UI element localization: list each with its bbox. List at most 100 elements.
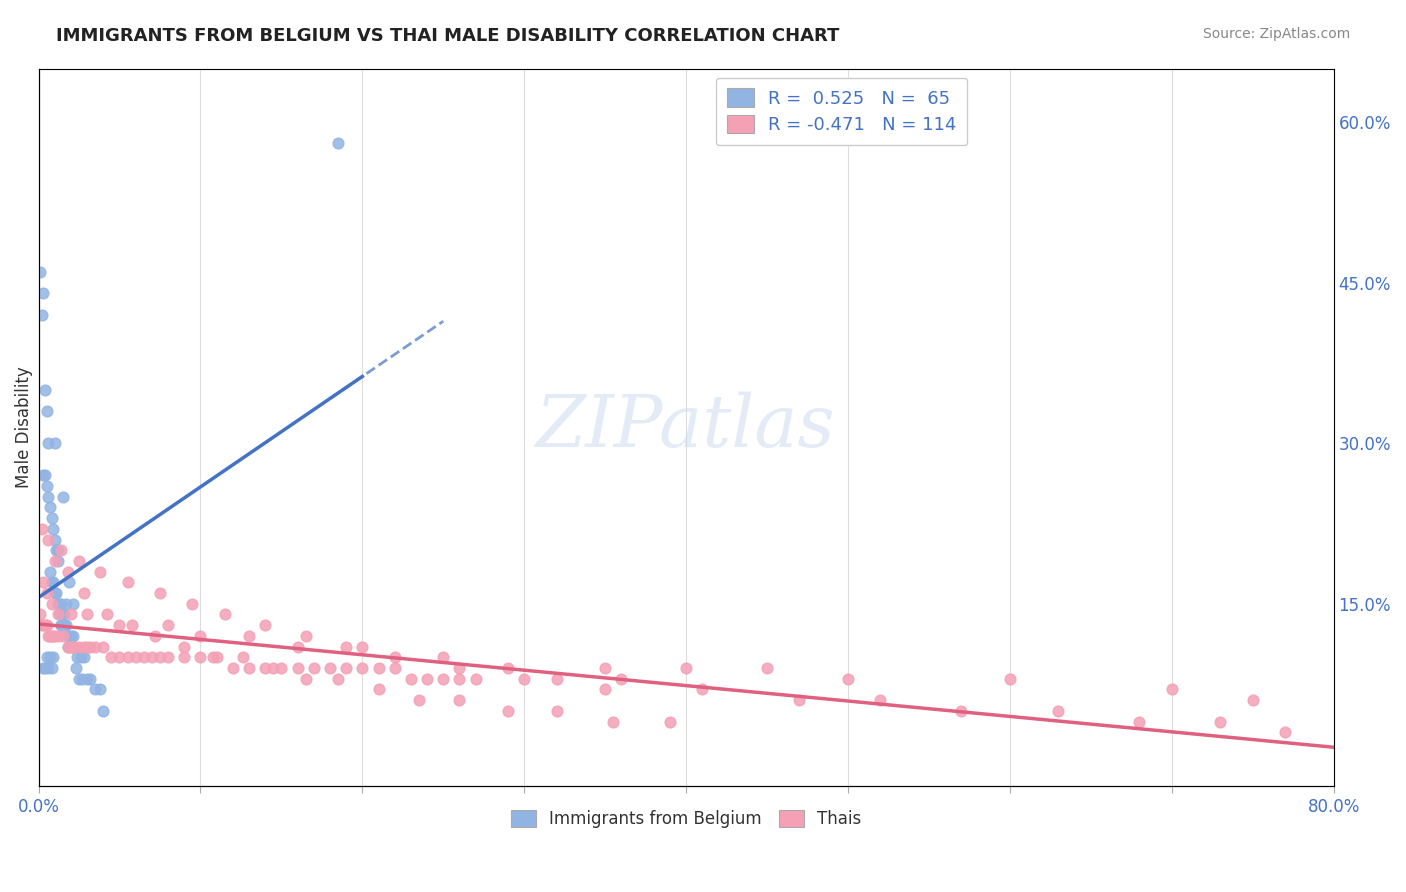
Point [67,554,90,568]
Point [91,704,114,718]
Point [31,522,53,536]
Point [46,543,69,558]
Point [513,672,536,686]
Point [238,629,260,643]
Point [1160,682,1182,697]
Point [59,629,82,643]
Point [287,661,309,675]
Point [432,672,454,686]
Point [352,661,374,675]
Point [44,586,66,600]
Point [52,607,75,622]
Point [66,650,89,665]
Point [56,565,79,579]
Point [44,436,66,450]
Point [108,618,131,632]
Point [690,682,713,697]
Point [79,640,101,654]
Point [238,661,260,675]
Point [59,640,82,654]
Point [408,693,430,707]
Point [121,618,143,632]
Point [35,618,58,632]
Point [32,575,55,590]
Point [76,607,98,622]
Point [62,629,84,643]
Point [34,383,56,397]
Point [63,640,86,654]
Point [31,618,53,632]
Point [546,704,568,718]
Point [1274,725,1296,739]
Point [1209,714,1232,729]
Point [41,511,63,525]
Point [384,650,406,665]
Point [789,693,811,707]
Point [65,661,87,675]
Point [35,650,58,665]
Point [294,672,316,686]
Point [432,650,454,665]
Point [34,618,56,632]
Point [149,586,172,600]
Point [202,650,225,665]
Point [950,704,973,718]
Point [73,650,96,665]
Point [58,575,80,590]
Point [41,629,63,643]
Point [496,704,519,718]
Point [593,661,616,675]
Point [51,543,73,558]
Point [190,629,212,643]
Point [335,640,357,654]
Point [84,640,107,654]
Point [117,650,139,665]
Point [89,682,111,697]
Point [287,640,309,654]
Point [593,682,616,697]
Point [326,136,349,151]
Point [42,575,65,590]
Point [108,650,131,665]
Point [35,479,58,493]
Point [63,640,86,654]
Point [56,629,79,643]
Point [602,714,624,729]
Text: Source: ZipAtlas.com: Source: ZipAtlas.com [1202,27,1350,41]
Point [53,618,76,632]
Point [52,618,75,632]
Point [42,522,65,536]
Point [46,607,69,622]
Point [44,629,66,643]
Point [326,672,349,686]
Point [52,629,75,643]
Point [35,586,58,600]
Text: ZIPatlas: ZIPatlas [536,392,837,462]
Point [52,490,75,504]
Point [31,308,53,322]
Y-axis label: Male Disability: Male Disability [15,367,32,488]
Point [125,650,148,665]
Point [59,607,82,622]
Point [222,661,245,675]
Point [44,554,66,568]
Point [48,607,70,622]
Point [37,490,59,504]
Point [89,565,111,579]
Point [72,672,94,686]
Point [53,607,76,622]
Point [46,597,69,611]
Point [37,661,59,675]
Point [610,672,633,686]
Point [214,607,236,622]
Point [37,533,59,547]
Point [37,629,59,643]
Point [117,575,139,590]
Point [254,618,277,632]
Point [149,650,172,665]
Point [756,661,779,675]
Point [42,650,65,665]
Point [231,650,253,665]
Point [35,404,58,418]
Point [55,597,77,611]
